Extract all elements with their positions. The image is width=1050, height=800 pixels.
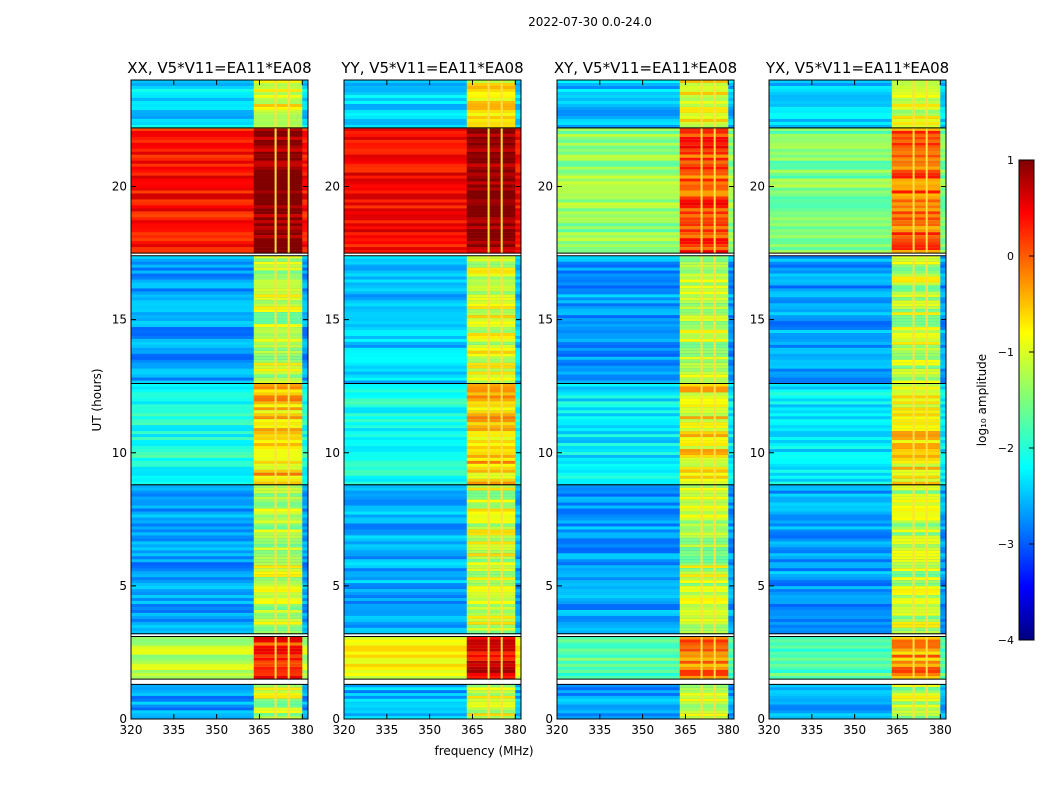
colorbar-ticks: 1 0 −1 −2 −3 −4 [998,154,1034,647]
y-tick-label: 0 [545,712,553,726]
y-tick-label: 5 [545,579,553,593]
panel-title: XX, V5*V11=EA11*EA08 [127,59,311,77]
panel-title: XY, V5*V11=EA11*EA08 [554,59,737,77]
y-tick-label: 20 [112,180,127,194]
y-tick-label: 10 [325,446,340,460]
x-tick-label: 365 [674,723,697,737]
y-tick-label: 10 [538,446,553,460]
x-tick-label: 380 [929,723,952,737]
colorbar-tick-label: −1 [998,346,1014,359]
ut-segment [344,255,521,385]
y-tick-label: 5 [119,579,127,593]
x-tick-label: 350 [843,723,866,737]
ut-segment [557,383,734,486]
x-tick-label: 335 [375,723,398,737]
ut-segment [131,484,308,635]
ut-segment [344,383,521,486]
heatmap-panel: XX, V5*V11=EA11*EA08 320 335 350 365 380 0 5 10 1… [112,59,314,737]
ut-segment [769,255,946,385]
x-tick-label: 335 [800,723,823,737]
ut-segment [131,255,308,385]
colorbar-tick-label: −4 [998,634,1014,647]
y-tick-label: 5 [332,579,340,593]
ut-segment [557,255,734,385]
y-tick-label: 0 [332,712,340,726]
x-tick-label: 365 [886,723,909,737]
ut-segment [769,683,946,720]
ut-segment [557,484,734,635]
panel-frame [556,79,735,720]
colorbar-tick-label: −2 [998,442,1014,455]
ut-segment [344,79,521,129]
y-tick-label: 10 [750,446,765,460]
ut-segment [769,484,946,635]
y-tick-label: 0 [119,712,127,726]
ut-segment [557,127,734,254]
colorbar: 1 0 −1 −2 −3 −4 log₁₀ amplitude [975,154,1035,647]
panel-frame [768,79,947,720]
x-tick-label: 365 [248,723,271,737]
y-tick-label: 20 [325,180,340,194]
ut-segment [557,683,734,720]
x-tick-label: 380 [717,723,740,737]
heatmap-panel: XY, V5*V11=EA11*EA08 320 335 350 365 380 0 5 10 1… [538,59,740,737]
y-tick-label: 10 [112,446,127,460]
heatmap-panel: YY, V5*V11=EA11*EA08 320 335 350 365 380 0 5 10 1… [325,59,527,737]
x-tick-label: 320 [333,723,356,737]
y-tick-label: 20 [538,180,553,194]
ut-segment [557,635,734,680]
ut-segment [769,127,946,254]
colorbar-label: log₁₀ amplitude [975,354,989,446]
x-tick-label: 380 [291,723,314,737]
y-tick-label: 0 [757,712,765,726]
colorbar-gradient [1018,159,1035,641]
x-tick-label: 320 [120,723,143,737]
panel-title: YX, V5*V11=EA11*EA08 [765,59,949,77]
ut-segment [769,383,946,486]
x-tick-label: 380 [504,723,527,737]
x-tick-label: 320 [758,723,781,737]
y-tick-label: 15 [750,313,765,327]
ut-segment [131,683,308,720]
ut-segment [344,484,521,635]
y-tick-label: 20 [750,180,765,194]
x-tick-label: 350 [631,723,654,737]
y-tick-label: 15 [112,313,127,327]
ut-segment [344,635,521,680]
colorbar-tick-label: 0 [1007,250,1014,263]
y-tick-label: 15 [538,313,553,327]
ut-segment [769,79,946,129]
y-tick-label: 15 [325,313,340,327]
x-axis-label: frequency (MHz) [434,744,533,758]
ut-segment [131,79,308,129]
colorbar-tick-label: 1 [1007,154,1014,167]
x-tick-label: 335 [588,723,611,737]
x-tick-label: 350 [205,723,228,737]
y-tick-label: 5 [757,579,765,593]
ut-segment [557,79,734,129]
ut-segment [769,635,946,680]
panels: XX, V5*V11=EA11*EA08 320 335 350 365 380 0 5 10 1… [112,59,952,737]
panel-frame [130,79,309,720]
ut-segment [131,127,308,254]
panel-frame [343,79,522,720]
colorbar-tick-label: −3 [998,538,1014,551]
x-tick-label: 335 [162,723,185,737]
ut-segment [131,383,308,486]
ut-segment [131,635,308,680]
figure-suptitle: 2022-07-30 0.0-24.0 [528,15,652,29]
y-axis-label: UT (hours) [90,368,104,431]
x-tick-label: 365 [461,723,484,737]
heatmap-panel: YX, V5*V11=EA11*EA08 320 335 350 365 380 0 5 10 1… [750,59,952,737]
x-tick-label: 320 [546,723,569,737]
ut-segment [344,683,521,720]
x-tick-label: 350 [418,723,441,737]
panel-title: YY, V5*V11=EA11*EA08 [340,59,523,77]
ut-segment [344,127,521,254]
